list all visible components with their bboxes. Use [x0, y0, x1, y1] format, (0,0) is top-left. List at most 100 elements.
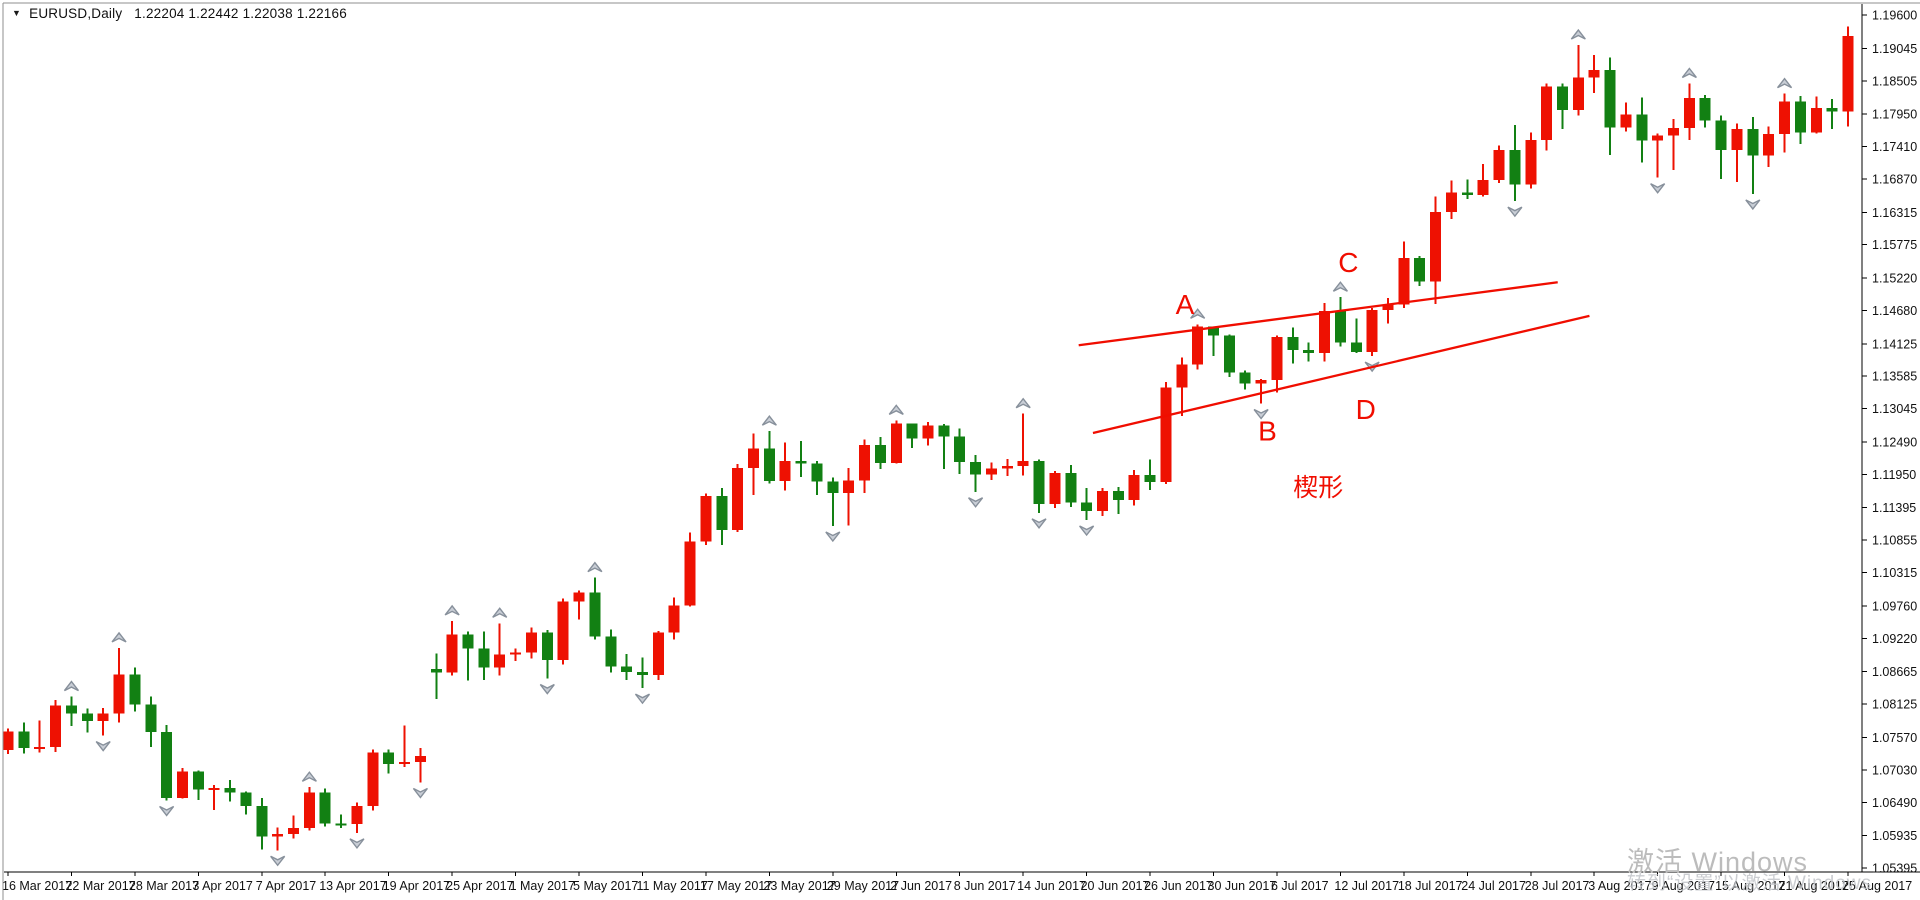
- candle-bull[interactable]: [890, 423, 902, 463]
- candle-bear[interactable]: [1334, 311, 1346, 343]
- candle-bull[interactable]: [859, 444, 871, 481]
- candle-bull[interactable]: [272, 834, 284, 837]
- candle-bull[interactable]: [1842, 36, 1854, 112]
- candle-bull[interactable]: [1572, 77, 1584, 110]
- candle-bull[interactable]: [414, 756, 426, 763]
- candle-bear[interactable]: [795, 461, 807, 464]
- candle-bull[interactable]: [1128, 474, 1140, 501]
- candle-bull[interactable]: [1541, 86, 1553, 140]
- candle-bull[interactable]: [494, 654, 506, 668]
- candle-wick[interactable]: [1386, 297, 1389, 324]
- candle-bear[interactable]: [1747, 129, 1759, 156]
- candle-bear[interactable]: [161, 731, 173, 799]
- candle-bull[interactable]: [684, 541, 696, 606]
- candle-bear[interactable]: [938, 425, 950, 437]
- candle-bull[interactable]: [1525, 139, 1537, 185]
- candle-bear[interactable]: [589, 592, 601, 637]
- candle-bull[interactable]: [351, 805, 363, 824]
- candle-bull[interactable]: [1176, 364, 1188, 388]
- candle-bull[interactable]: [510, 652, 522, 655]
- candle-wick[interactable]: [1260, 378, 1263, 404]
- candle-bear[interactable]: [906, 423, 918, 439]
- candle-bear[interactable]: [256, 805, 268, 837]
- candle-bull[interactable]: [1810, 108, 1822, 133]
- candle-bull[interactable]: [1017, 461, 1029, 466]
- candle-bull[interactable]: [303, 792, 315, 829]
- candle-bear[interactable]: [811, 463, 823, 482]
- candle-bear[interactable]: [970, 461, 982, 475]
- candle-bear[interactable]: [1509, 150, 1521, 185]
- candle-bear[interactable]: [478, 648, 490, 668]
- candle-wick[interactable]: [1735, 123, 1738, 182]
- candle-wick[interactable]: [498, 623, 501, 676]
- candle-wick[interactable]: [1831, 99, 1834, 130]
- candle-wick[interactable]: [1022, 413, 1025, 476]
- candle-bull[interactable]: [1160, 387, 1172, 483]
- candle-bear[interactable]: [240, 792, 252, 806]
- trendline-wedge-lower[interactable]: [1092, 314, 1590, 435]
- candle-bear[interactable]: [763, 448, 775, 481]
- candle-bear[interactable]: [335, 823, 347, 826]
- candle-bull[interactable]: [1683, 97, 1695, 128]
- candle-wick[interactable]: [403, 725, 406, 767]
- candle-wick[interactable]: [38, 720, 41, 753]
- candle-bear[interactable]: [65, 705, 77, 714]
- candle-bull[interactable]: [1319, 311, 1331, 354]
- candle-wick[interactable]: [1149, 459, 1152, 490]
- candle-bull[interactable]: [1477, 180, 1489, 196]
- candle-bull[interactable]: [1096, 491, 1108, 512]
- candle-bull[interactable]: [2, 731, 14, 751]
- candle-bull[interactable]: [97, 713, 109, 722]
- candle-bear[interactable]: [1065, 473, 1077, 503]
- candle-bull[interactable]: [1255, 380, 1267, 384]
- candle-bull[interactable]: [732, 467, 744, 531]
- candle-wick[interactable]: [578, 590, 581, 620]
- candle-bear[interactable]: [1239, 372, 1251, 384]
- candle-wick[interactable]: [831, 477, 834, 527]
- candle-bear[interactable]: [1636, 114, 1648, 141]
- candle-bull[interactable]: [922, 425, 934, 439]
- candle-bear[interactable]: [192, 771, 204, 790]
- candle-bear[interactable]: [1715, 120, 1727, 151]
- candle-bull[interactable]: [1192, 326, 1204, 365]
- candle-wick[interactable]: [1672, 118, 1675, 170]
- candle-bull[interactable]: [573, 592, 585, 602]
- candle-bear[interactable]: [1223, 335, 1235, 373]
- candle-bear[interactable]: [874, 444, 886, 463]
- candle-bear[interactable]: [462, 634, 474, 649]
- candle-wick[interactable]: [1656, 133, 1659, 178]
- candle-bull[interactable]: [1398, 258, 1410, 305]
- candle-bull[interactable]: [668, 605, 680, 633]
- candle-wick[interactable]: [942, 423, 945, 469]
- candle-bull[interactable]: [446, 634, 458, 673]
- candle-bull[interactable]: [1001, 465, 1013, 469]
- candle-bull[interactable]: [1366, 309, 1378, 352]
- candle-wick[interactable]: [466, 631, 469, 681]
- candle-bear[interactable]: [1112, 491, 1124, 501]
- candle-bear[interactable]: [129, 674, 141, 705]
- candle-bear[interactable]: [1699, 97, 1711, 121]
- candle-wick[interactable]: [800, 440, 803, 477]
- candle-bear[interactable]: [383, 752, 395, 764]
- candle-bull[interactable]: [208, 787, 220, 790]
- candle-wick[interactable]: [435, 653, 438, 699]
- candle-bear[interactable]: [541, 632, 553, 660]
- candle-bear[interactable]: [319, 792, 331, 824]
- candle-bear[interactable]: [605, 636, 617, 667]
- candle-bear[interactable]: [430, 668, 442, 673]
- candle-bull[interactable]: [1779, 101, 1791, 134]
- candle-bear[interactable]: [1604, 70, 1616, 128]
- candle-bull[interactable]: [1620, 114, 1632, 128]
- candle-wick[interactable]: [292, 815, 295, 839]
- candle-wick[interactable]: [1355, 318, 1358, 354]
- candle-bull[interactable]: [1668, 127, 1680, 136]
- candle-bull[interactable]: [288, 828, 300, 835]
- candle-bear[interactable]: [1208, 326, 1220, 336]
- candle-bull[interactable]: [1493, 150, 1505, 181]
- candle-bull[interactable]: [700, 496, 712, 542]
- candle-bear[interactable]: [1826, 108, 1838, 112]
- candle-bear[interactable]: [1556, 86, 1568, 110]
- candle-bear[interactable]: [224, 787, 236, 793]
- candle-bull[interactable]: [1430, 211, 1442, 282]
